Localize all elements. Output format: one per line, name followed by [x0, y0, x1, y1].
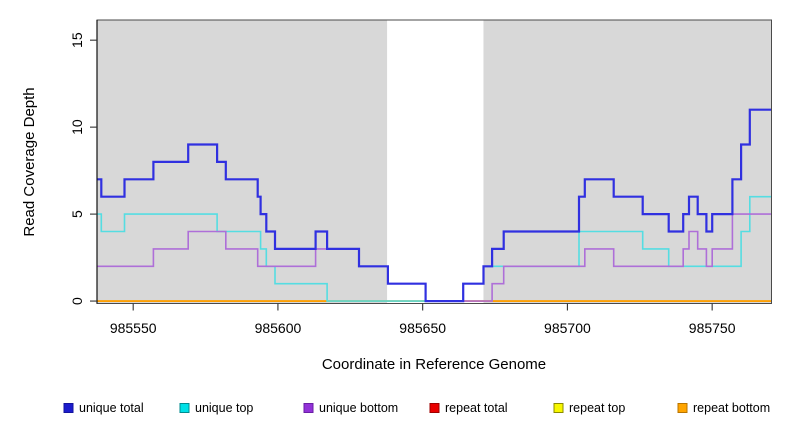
legend-label: repeat bottom	[693, 401, 770, 415]
legend-label: repeat top	[569, 401, 625, 415]
gap-region-band	[387, 20, 484, 304]
x-tick-label: 985700	[544, 320, 591, 336]
x-axis-title: Coordinate in Reference Genome	[322, 356, 546, 373]
x-tick-label: 985600	[255, 320, 302, 336]
legend-swatch-unique-top	[179, 403, 190, 413]
legend-item-repeat-total: repeat total	[429, 401, 508, 415]
x-tick-label: 985650	[399, 320, 446, 336]
legend-swatch-unique-total	[63, 403, 74, 413]
legend-swatch-repeat-bottom	[677, 403, 688, 413]
legend-label: unique bottom	[319, 401, 398, 415]
legend-item-unique-bottom: unique bottom	[303, 401, 398, 415]
legend-item-repeat-top: repeat top	[553, 401, 625, 415]
legend-label: unique top	[195, 401, 253, 415]
legend-swatch-unique-bottom	[303, 403, 314, 413]
y-tick-label: 0	[69, 297, 85, 305]
series-line-unique-total	[97, 108, 772, 303]
legend-swatch-repeat-top	[553, 403, 564, 413]
legend-label: unique total	[79, 401, 144, 415]
x-tick-label: 985550	[110, 320, 157, 336]
legend-item-repeat-bottom: repeat bottom	[677, 401, 770, 415]
legend-label: repeat total	[445, 401, 508, 415]
series-line-unique-bottom	[97, 213, 772, 302]
series-group	[97, 108, 772, 303]
y-tick-label: 10	[69, 119, 85, 135]
legend-item-unique-total: unique total	[63, 401, 144, 415]
y-tick-label: 15	[69, 32, 85, 48]
x-tick-label: 985750	[689, 320, 736, 336]
legend: unique total unique top unique bottom repea…	[63, 401, 770, 415]
y-tick-label: 5	[69, 210, 85, 218]
legend-swatch-repeat-total	[429, 403, 440, 413]
y-axis-title: Read Coverage Depth	[21, 87, 38, 236]
legend-item-unique-top: unique top	[179, 401, 253, 415]
